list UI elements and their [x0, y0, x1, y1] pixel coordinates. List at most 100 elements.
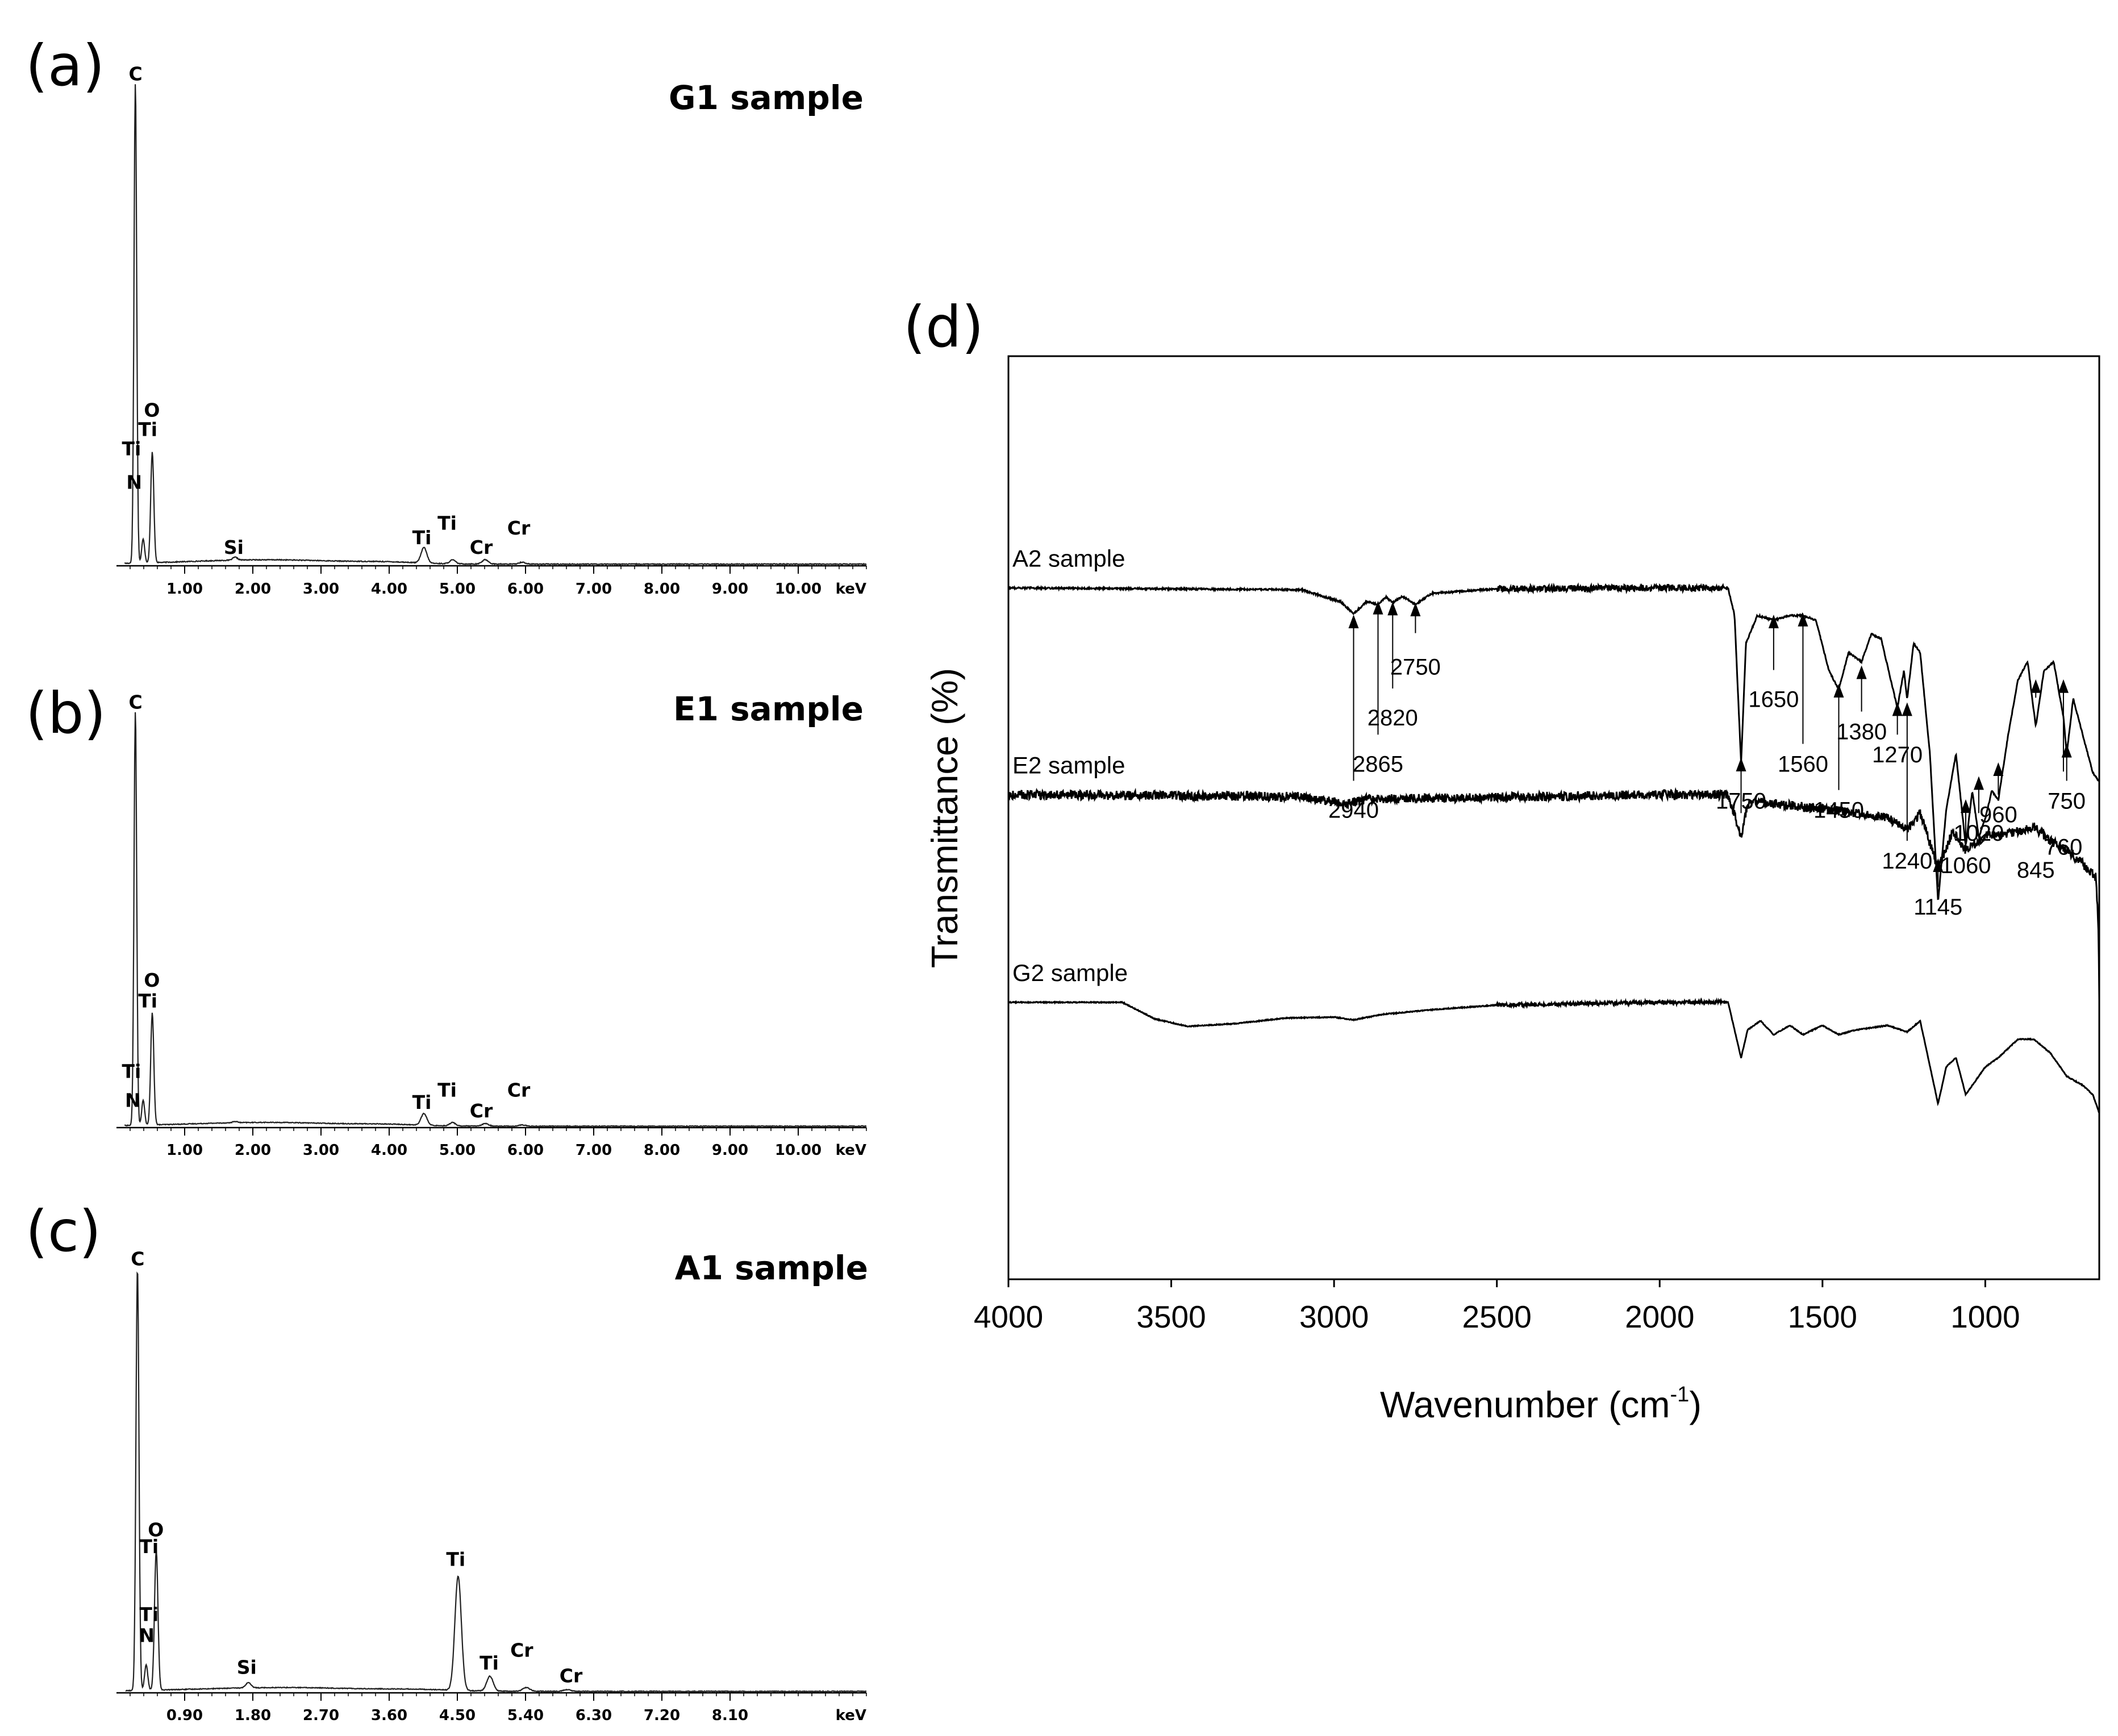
- eds-peak-label: O: [144, 399, 160, 422]
- eds-peak-label: Ti: [122, 437, 141, 460]
- ftir-series-line: [1007, 787, 2100, 1001]
- ftir-annotation-label: 1240: [1882, 849, 1932, 874]
- ftir-x-tick-label: 3000: [1299, 1299, 1369, 1334]
- eds-tick-label: 7.20: [644, 1707, 680, 1724]
- eds-tick-label: 2.00: [235, 581, 271, 598]
- eds-peak-label: N: [125, 1090, 141, 1112]
- eds-tick-label: 5.00: [439, 581, 476, 598]
- eds-peak-label: Cr: [507, 1079, 531, 1101]
- eds-tick-label: 3.60: [371, 1707, 407, 1724]
- ftir-series-label: A2 sample: [1012, 545, 1125, 572]
- eds-plot-g1: 1.00 2.00 3.00 4.00 5.00 6.00 7.00 8.00 9.00 10.0…: [116, 63, 867, 598]
- ftir-annotation-arrowhead: [1933, 858, 1944, 872]
- eds-peak-label: N: [139, 1625, 155, 1647]
- eds-peak-label: N: [126, 471, 142, 494]
- ftir-x-tick-label: 1500: [1788, 1299, 1857, 1334]
- eds-title-g1: G1 sample: [669, 78, 864, 117]
- eds-peak-label: Ti: [437, 512, 457, 535]
- eds-peak-label: Ti: [122, 1060, 141, 1082]
- ftir-annotation-label: 760: [2045, 835, 2083, 860]
- eds-peak-label: Ti: [139, 1603, 159, 1625]
- ftir-ticks: 4000 3500 3000 2500 2000 1500 1000: [974, 1279, 2020, 1334]
- eds-plot-a1: 0.90 1.80 2.70 3.60 4.50 5.40 6.30 7.20 8.10 keV C…: [116, 1248, 867, 1724]
- ftir-x-tick-label: 3500: [1136, 1299, 1206, 1334]
- ftir-series-line: [1008, 582, 2100, 900]
- ftir-annotation-label: 1270: [1872, 742, 1923, 767]
- ftir-annotation-arrowhead: [1961, 799, 1971, 813]
- eds-tick-label: 8.00: [644, 581, 680, 598]
- ftir-annotation-label: 2865: [1353, 752, 1403, 777]
- ftir-annotation-arrowhead: [2061, 744, 2072, 758]
- ftir-x-tick-label: 2000: [1625, 1299, 1694, 1334]
- eds-tick-label: 1.00: [166, 1142, 203, 1159]
- eds-peak-label: Cr: [470, 536, 493, 558]
- eds-tick-label: 6.30: [576, 1707, 612, 1724]
- ftir-annotation-arrowhead: [1736, 757, 1746, 771]
- ftir-annotation-arrowhead: [1993, 762, 2004, 776]
- ftir-series: A2 sample E2 sample G2 sample: [1007, 545, 2100, 1113]
- ftir-annotation-label: 1450: [1813, 798, 1864, 823]
- eds-panel-a1: (c) A1 sample 0.90 1.80 2.70 3.60 4.50 5.40 6.…: [26, 1198, 868, 1724]
- ftir-annotation-arrowhead: [1892, 702, 1903, 716]
- ftir-annotation-label: 1560: [1778, 752, 1828, 777]
- eds-tick-label: 1.00: [166, 581, 203, 598]
- eds-spectrum-line: [125, 1271, 867, 1693]
- ftir-annotation-arrowhead: [1973, 776, 1984, 790]
- eds-spectrum-line: [124, 84, 867, 566]
- eds-peak-label: Ti: [412, 527, 432, 549]
- ftir-annotation-arrowhead: [1768, 615, 1779, 628]
- eds-title-a1: A1 sample: [675, 1249, 868, 1287]
- eds-tick-label: 4.50: [439, 1707, 476, 1724]
- eds-peak-label: Cr: [470, 1100, 493, 1122]
- ftir-annotation-arrowhead: [1856, 665, 1867, 679]
- panel-label-d: (d): [903, 294, 984, 360]
- eds-spectrum-line: [124, 712, 867, 1128]
- panel-label-c: (c): [26, 1198, 101, 1265]
- ftir-annotation-label: 1060: [1941, 853, 1991, 878]
- eds-tick-label: 0.90: [166, 1707, 203, 1724]
- ftir-series-label: G2 sample: [1012, 959, 1128, 986]
- eds-tick-label: 7.00: [576, 581, 612, 598]
- eds-peak-label: Ti: [138, 990, 157, 1012]
- ftir-annotation-arrowhead: [1902, 702, 1912, 716]
- eds-tick-label: 8.00: [644, 1142, 680, 1159]
- ftir-series-label: E2 sample: [1012, 752, 1125, 779]
- ftir-annotation-arrowhead: [1410, 602, 1421, 616]
- eds-panel-g1: (a) G1 sample 1.00 2.00 3.00 4.00 5.00 6.00 7.…: [26, 32, 867, 598]
- ftir-annotation-label: 2940: [1328, 798, 1379, 823]
- ftir-annotation-arrowhead: [1833, 683, 1844, 698]
- ftir-x-tick-label: 1000: [1950, 1299, 2020, 1334]
- ftir-annotation-arrowhead: [2031, 679, 2041, 693]
- ftir-annotation-label: 845: [2017, 858, 2055, 883]
- eds-plot-e1: 1.00 2.00 3.00 4.00 5.00 6.00 7.00 8.00 9.00 10.0…: [116, 691, 867, 1159]
- ftir-annotations: 2940 2865 2820 2750 1750 1650 1560 1450 13801270…: [1328, 600, 2086, 920]
- eds-tick-label: 3.00: [303, 1142, 339, 1159]
- eds-tick-label: 9.00: [712, 581, 748, 598]
- ftir-series-line: [1008, 997, 2100, 1113]
- eds-peak-label: Si: [224, 536, 244, 558]
- eds-tick-label: 4.00: [371, 581, 407, 598]
- eds-peak-label: Cr: [507, 517, 531, 539]
- eds-tick-label: 6.00: [507, 581, 544, 598]
- ftir-x-tick-label: 4000: [974, 1299, 1043, 1334]
- ftir-annotation-label: 2820: [1367, 706, 1418, 731]
- eds-peak-label: C: [128, 63, 142, 85]
- ftir-annotation-arrowhead: [1348, 615, 1359, 628]
- panel-label-a: (a): [26, 32, 105, 99]
- eds-unit-label: keV: [836, 1142, 866, 1159]
- ftir-annotation-label: 1145: [1913, 895, 1962, 920]
- ftir-annotation-label: 1650: [1748, 687, 1799, 712]
- ftir-x-axis-label: Wavenumber (cm-1): [1380, 1383, 1702, 1425]
- ftir-x-tick-label: 2500: [1462, 1299, 1532, 1334]
- eds-peak-label: O: [144, 969, 160, 991]
- ftir-annotation-label: 1750: [1716, 788, 1766, 813]
- ftir-annotation-label: 750: [2048, 788, 2086, 813]
- panel-label-b: (b): [26, 680, 106, 746]
- ftir-annotation-label: 2750: [1390, 655, 1441, 680]
- ftir-annotation-arrowhead: [1798, 612, 1808, 627]
- eds-peak-label: Ti: [437, 1079, 457, 1101]
- ftir-panel: (d) 4000 3500 3000 2500 2000 1500 1000 A2 samp…: [903, 294, 2100, 1425]
- eds-tick-label: 10.00: [775, 1142, 822, 1159]
